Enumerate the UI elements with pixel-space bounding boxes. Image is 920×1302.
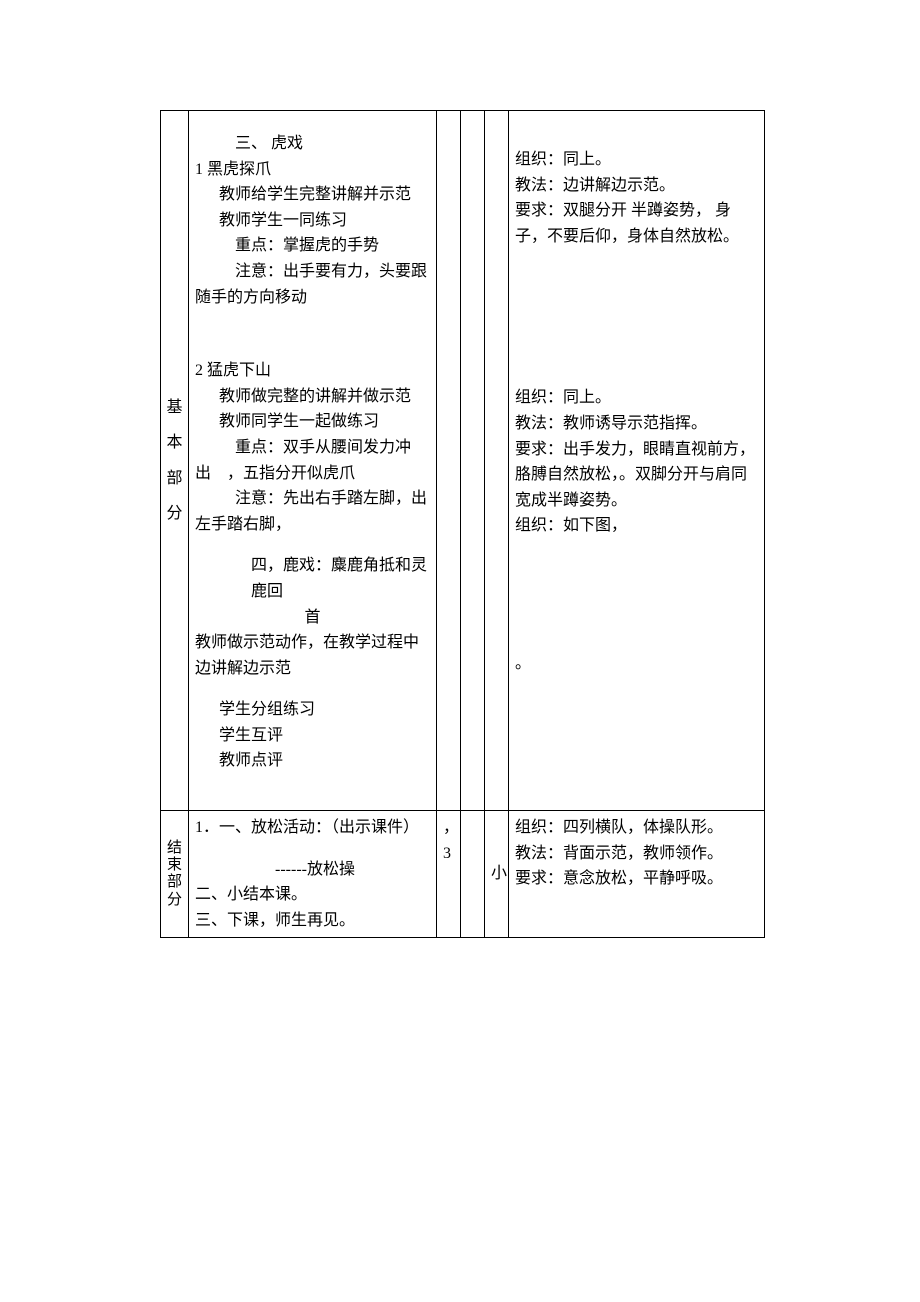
req-line: 要求：意念放松，平静呼吸。 <box>515 866 758 892</box>
end-line: 二、小结本课。 <box>195 882 430 908</box>
label-char: 部 <box>166 461 182 496</box>
n3-value: 小 <box>491 861 502 887</box>
method-line: 教法：背面示范，教师领作。 <box>515 841 758 867</box>
req-line: 要求：出手发力，眼睛直视前方，胳膊自然放松，。双脚分开与肩同宽成半蹲姿势。 <box>515 437 758 514</box>
item1-key: 重点：掌握虎的手势 <box>195 233 430 259</box>
narrow-col-3: 小 <box>485 811 509 938</box>
narrow-col-1: ，3 <box>437 811 461 938</box>
req-line: 要求：双腿分开 半蹲姿势， 身子，不要后仰，身体自然放松。 <box>515 198 758 249</box>
org-line: 组织：同上。 <box>515 385 758 411</box>
org-line: 组织：四列横队，体操队形。 <box>515 815 758 841</box>
item1-note-cont: 随手的方向移动 <box>195 285 430 311</box>
item2-title: 2 猛虎下山 <box>195 358 430 384</box>
section4-line: 学生互评 <box>195 723 430 749</box>
end-line: ------放松操 <box>195 857 430 883</box>
narrow-col-1 <box>437 111 461 811</box>
item1-line: 教师学生一同练习 <box>195 208 430 234</box>
item2-key: 重点：双手从腰间发力冲 <box>195 435 430 461</box>
section4-line: 学生分组练习 <box>195 697 430 723</box>
item2-line: 教师做完整的讲解并做示范 <box>195 384 430 410</box>
right-basic: 组织：同上。 教法：边讲解边示范。 要求：双腿分开 半蹲姿势， 身子，不要后仰，… <box>509 111 765 811</box>
org-line: 组织：如下图， <box>515 513 758 539</box>
org-line: 组织：同上。 <box>515 147 758 173</box>
end-line: 三、下课，师生再见。 <box>195 908 430 934</box>
item2-key-cont: 出 ，五指分开似虎爪 <box>195 461 430 487</box>
lesson-plan-table: 基 本 部 分 三、 虎戏 1 黑虎探爪 教师给学生完整讲解并示范 教师学生一同… <box>160 110 765 938</box>
narrow-col-2 <box>461 811 485 938</box>
item2-note-cont: 左手踏右脚， <box>195 512 430 538</box>
label-char: 本 <box>166 425 182 460</box>
stray-dot: 。 <box>515 651 758 677</box>
item1-title: 1 黑虎探爪 <box>195 157 430 183</box>
end-line: 1．一、放松活动：（出示课件） <box>195 815 430 841</box>
item2-line: 教师同学生一起做练习 <box>195 409 430 435</box>
section4-title-l2: 首 <box>195 605 430 631</box>
section4-line: 教师点评 <box>195 748 430 774</box>
table-row-end: 结束部分 1．一、放松活动：（出示课件） ------放松操 二、小结本课。 三… <box>161 811 765 938</box>
item2-note: 注意：先出右手踏左脚，出 <box>195 486 430 512</box>
row-label-basic: 基 本 部 分 <box>161 111 189 811</box>
section4-title-l1: 四，鹿戏：麋鹿角抵和灵鹿回 <box>195 553 430 604</box>
section4-line: 教师做示范动作，在教学过程中边讲解边示范 <box>195 630 430 681</box>
item1-note: 注意：出手要有力，头要跟 <box>235 259 430 285</box>
right-end: 组织：四列横队，体操队形。 教法：背面示范，教师领作。 要求：意念放松，平静呼吸… <box>509 811 765 938</box>
narrow-col-2 <box>461 111 485 811</box>
label-char: 基 <box>166 390 182 425</box>
method-line: 教法：边讲解边示范。 <box>515 173 758 199</box>
item1-line: 教师给学生完整讲解并示范 <box>195 182 430 208</box>
row-label-end: 结束部分 <box>161 811 189 938</box>
narrow-col-3 <box>485 111 509 811</box>
method-line: 教法：教师诱导示范指挥。 <box>515 411 758 437</box>
content-basic: 三、 虎戏 1 黑虎探爪 教师给学生完整讲解并示范 教师学生一同练习 重点：掌握… <box>189 111 437 811</box>
n1-value: ，3 <box>443 815 454 866</box>
label-end-text: 结束部分 <box>161 840 188 909</box>
table-row-basic: 基 本 部 分 三、 虎戏 1 黑虎探爪 教师给学生完整讲解并示范 教师学生一同… <box>161 111 765 811</box>
label-char: 分 <box>166 496 182 531</box>
section3-title: 三、 虎戏 <box>195 131 430 157</box>
content-end: 1．一、放松活动：（出示课件） ------放松操 二、小结本课。 三、下课，师… <box>189 811 437 938</box>
